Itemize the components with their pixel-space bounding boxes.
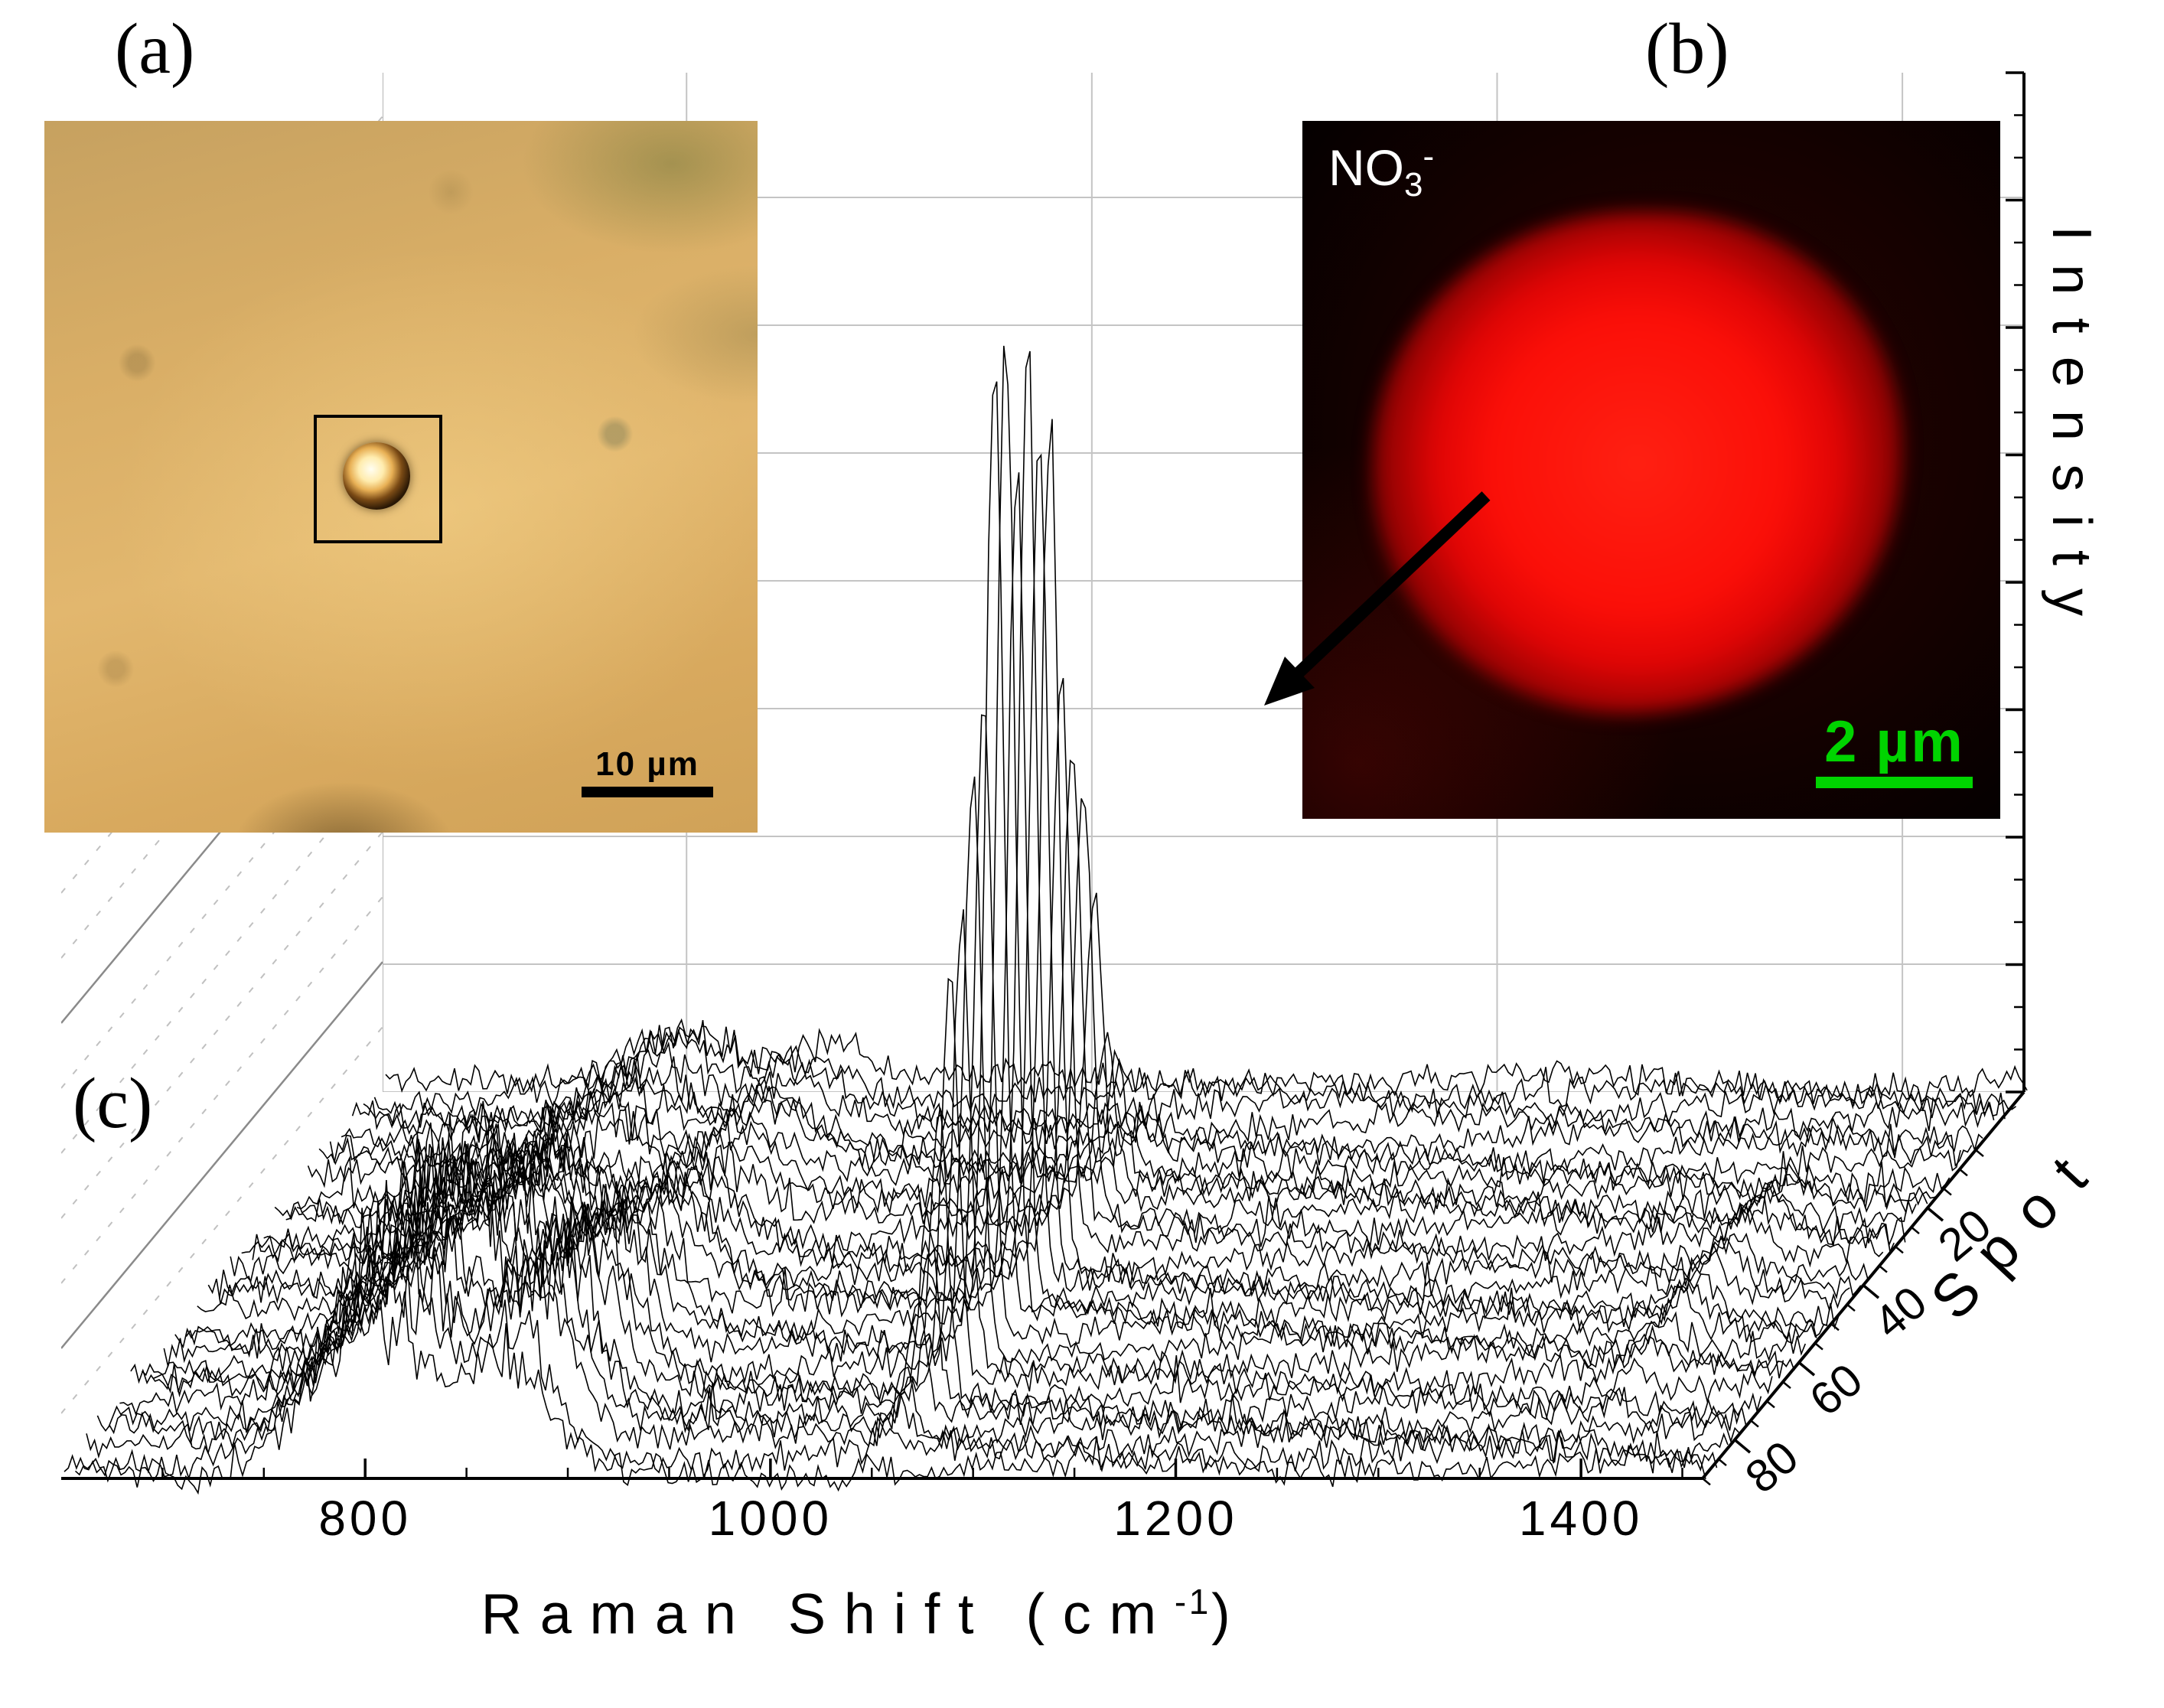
spectra [64,345,2028,1495]
scalebar-a: 10 µm [582,745,713,797]
raman-spectrum-line [363,1025,2006,1134]
panel-c-label: (c) [73,1064,153,1143]
spot-axis-tick [1750,1420,1759,1428]
aerosol-particle [343,442,410,510]
x-tick-label: 1400 [1519,1491,1643,1546]
spot-axis-tick [1911,1226,1920,1235]
arrow-head-icon [1264,657,1315,706]
raman-map-panel: NO3- 2 µm [1302,121,2000,819]
raman-spectrum-line [64,1274,1706,1495]
raman-spectrum-line [86,1180,1729,1464]
spot-axis-tick [1702,1478,1711,1486]
raman-spectrum-line [119,1168,1762,1431]
panel-a-label: (a) [115,9,195,89]
optical-microscopy-panel: 10 µm [44,121,758,833]
spot-axis-tick [1862,1284,1880,1299]
scalebar-b-bar [1816,777,1973,788]
raman-spectrum-line [252,678,1895,1268]
molecule-base: NO [1328,139,1404,196]
spot-axis-tick [1830,1323,1840,1332]
scalebar-b: 2 µm [1816,709,1973,788]
spot-axis-tick [1782,1380,1791,1390]
x-tick-label: 800 [318,1491,412,1546]
x-axis-title-superscript: -1 [1174,1582,1212,1622]
x-axis-title-text: Raman Shift (cm [481,1582,1175,1646]
raman-spectrum-line [74,1227,1718,1483]
spot-axis-tick [1879,1265,1888,1273]
scalebar-a-bar [582,787,713,797]
molecule-label: NO3- [1328,138,1434,204]
spot-axis-tick [1959,1169,1968,1177]
spot-axis-tick [1718,1458,1727,1467]
raman-spectrum-line [373,1019,2016,1117]
raman-spectrum-line [296,1032,1939,1214]
raman-spectrum-line [351,1041,1995,1146]
panel-b-label: (b) [1645,9,1729,89]
raman-spectrum-line [318,1076,1961,1187]
x-axis-title: Raman Shift (cm-1) [253,1581,1477,1647]
arrow-shaft [1290,491,1491,681]
x-axis-title-close: ) [1211,1582,1249,1646]
molecule-superscript: - [1423,138,1435,175]
nitrate-map-blob [1372,211,1903,715]
scalebar-a-label: 10 µm [595,745,699,783]
scalebar-b-label: 2 µm [1824,709,1964,774]
raman-spectrum-line [341,1054,1983,1162]
spot-axis-tick [1814,1342,1823,1351]
particle-selection-box [314,415,442,543]
spot-axis-tick [1733,1439,1752,1454]
left-wall-hatch-line [61,961,383,1349]
raman-spectrum-line [385,1018,2028,1110]
x-tick-label: 1200 [1113,1491,1237,1546]
spot-axis-tick [1943,1188,1952,1196]
spot-axis-tick [1797,1361,1816,1377]
spot-axis-tick [1975,1149,1984,1158]
x-tick-label: 1000 [709,1491,833,1546]
raman-spectrum-line [329,1059,1973,1175]
molecule-subscript: 3 [1404,166,1423,204]
spot-axis-tick [1895,1246,1904,1254]
spot-axis-tick [1766,1400,1775,1409]
spot-axis-tick [1926,1207,1944,1222]
raman-spectrum-line [141,977,1784,1403]
raman-spectrum-line [130,1113,1773,1414]
spot-axis-tick [1846,1303,1856,1312]
